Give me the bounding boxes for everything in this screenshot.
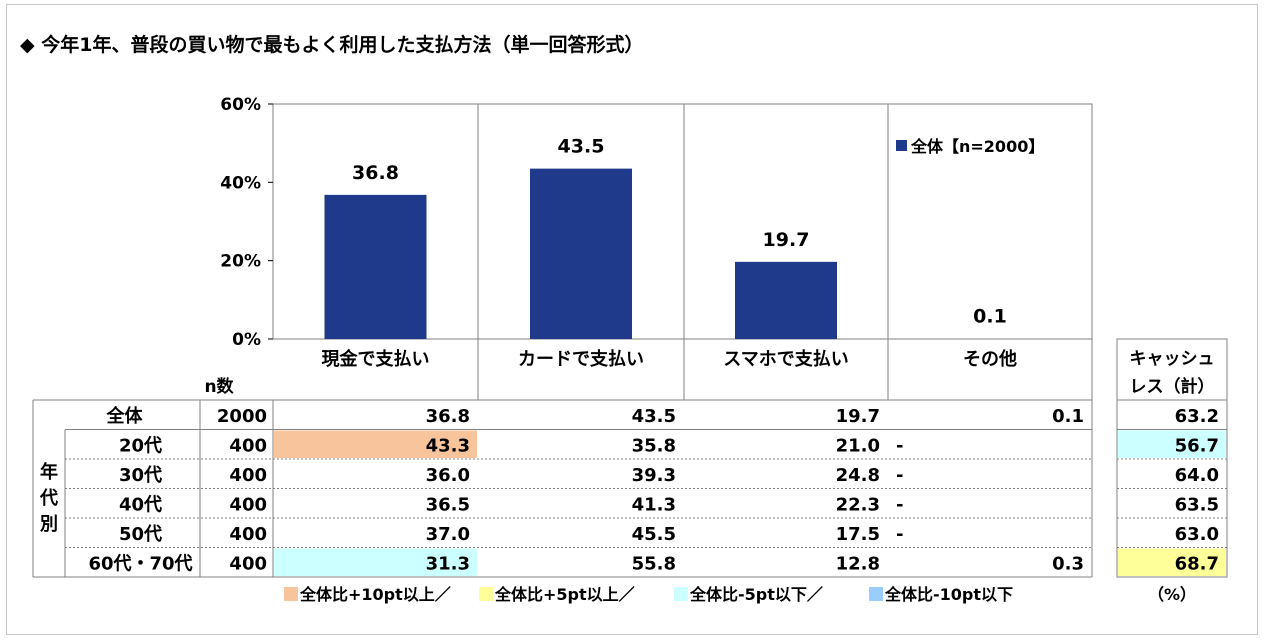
row-n: 400 [229,524,267,545]
plot-frame [272,103,1093,340]
row-label: 20代 [119,435,162,456]
row-label: 30代 [119,465,162,486]
table-cell: 43.3 [426,435,470,456]
group-label: 年 [40,461,58,483]
category-label: スマホで支払い [723,348,848,370]
category-label: カードで支払い [518,348,644,370]
row-n: 400 [229,494,267,515]
table-cell: 37.0 [426,524,470,545]
highlight-cell [274,430,477,458]
highlight-cell [274,548,477,576]
highlight-legend-swatch [479,587,493,601]
table-cell: 36.0 [426,465,470,486]
highlight-legend-label: 全体比+10pt以上／ [299,585,451,604]
table-cell: 21.0 [836,435,880,456]
table-cell: 19.7 [836,406,880,427]
legend-swatch [896,140,907,151]
highlight-legend-swatch [284,587,298,601]
cashless-cell: 63.2 [1175,406,1219,427]
y-tick-label: 60% [220,95,261,115]
row-label: 40代 [119,494,162,515]
table-cell: 31.3 [426,553,470,574]
row-label: 全体 [106,405,144,427]
table-cell: 41.3 [632,494,676,515]
table-cell: - [896,435,903,456]
table-cell: 39.3 [632,465,676,486]
table-cell: 17.5 [836,524,880,545]
figure-frame [6,4,1258,635]
row-n: 400 [229,435,267,456]
n-header: n数 [204,376,234,397]
data-label: 43.5 [558,136,605,158]
row-label: 60代・70代 [88,553,192,574]
cashless-cell: 68.7 [1175,553,1219,574]
row-n: 400 [229,553,267,574]
cashless-cell: 63.5 [1175,494,1219,515]
table-cell: 36.8 [426,406,470,427]
data-label: 36.8 [352,162,399,184]
highlight-legend-label: 全体比-5pt以下／ [689,585,823,604]
chart-title: ◆ 今年1年、普段の買い物で最もよく利用した支払方法（単一回答形式） [20,34,644,56]
table-cell: 12.8 [836,553,880,574]
group-label: 代 [39,488,58,509]
highlight-legend-label: 全体比-10pt以下 [884,585,1013,604]
row-label: 50代 [119,524,162,545]
y-tick-label: 40% [220,173,261,193]
highlight-legend-label: 全体比+5pt以上／ [494,585,635,604]
row-n: 400 [229,465,267,486]
table-cell: 45.5 [632,524,676,545]
table-cell: 55.8 [632,553,676,574]
highlight-legend-swatch [869,587,883,601]
table-cell: 36.5 [426,494,470,515]
legend-label: 全体【n=2000】 [910,137,1044,156]
data-label: 0.1 [973,306,1007,328]
category-label: 現金で支払い [322,348,430,370]
cashless-cell: 64.0 [1175,465,1219,486]
cashless-header: キャッシュ [1130,349,1215,369]
table-cell: - [896,494,903,515]
highlight-cell [1118,430,1226,458]
highlight-cell [1118,548,1226,576]
highlight-legend-swatch [674,587,688,601]
y-tick-label: 20% [220,252,261,272]
cashless-cell: 63.0 [1175,524,1219,545]
cashless-header: レス（計） [1130,376,1215,397]
bar [735,261,837,339]
row-n: 2000 [217,406,267,427]
unit-note: （%） [1148,585,1196,604]
category-label: その他 [963,348,1017,370]
group-label: 別 [40,514,58,535]
table-cell: 22.3 [836,494,880,515]
bar [324,194,427,339]
bar [530,168,632,339]
table-cell: 24.8 [836,465,880,486]
table-cell: - [896,465,903,486]
table-cell: - [896,524,903,545]
table-cell: 0.1 [1052,406,1084,427]
table-cell: 0.3 [1052,553,1084,574]
y-tick-label: 0% [232,330,261,350]
table-cell: 43.5 [632,406,676,427]
cashless-cell: 56.7 [1175,435,1219,456]
table-cell: 35.8 [632,435,676,456]
data-label: 19.7 [763,229,810,251]
cashless-column-box [1116,399,1228,578]
